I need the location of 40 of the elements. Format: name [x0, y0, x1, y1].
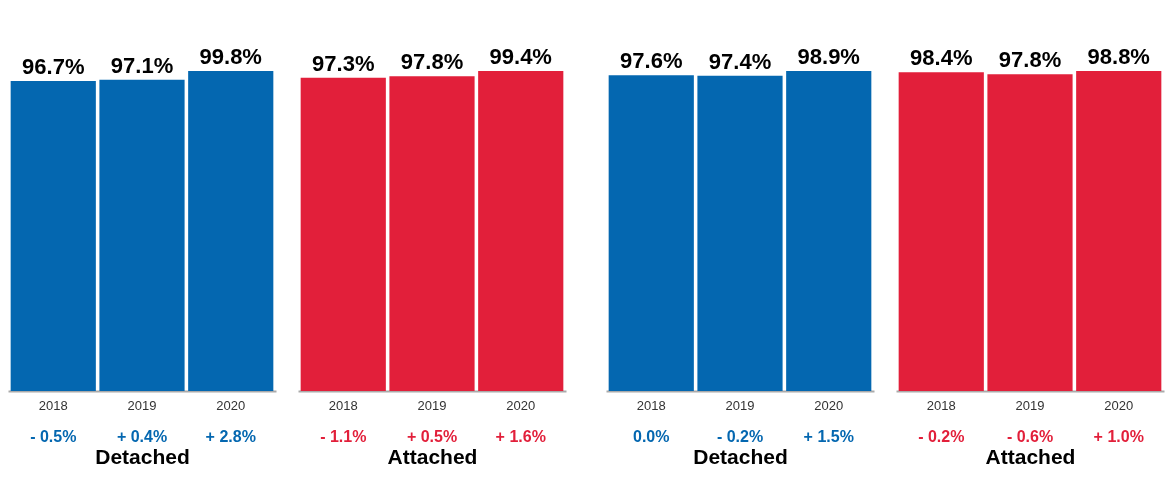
- x-axis-title: Attached: [387, 444, 478, 468]
- x-axis-title: Detached: [693, 444, 788, 468]
- x-tick-label: 2018: [636, 397, 666, 413]
- x-tick-label: 2018: [328, 397, 358, 413]
- text: - 0.2%: [918, 428, 965, 445]
- text: + 0.4%: [116, 428, 168, 445]
- x-axis-title: Detached: [95, 444, 190, 468]
- text: + 1.5%: [803, 428, 854, 445]
- data-label: 96.7%: [22, 53, 85, 79]
- x-tick-label: 2020: [1104, 397, 1134, 413]
- x-tick-label: 2018: [38, 397, 68, 413]
- text: + 1.6%: [495, 428, 546, 445]
- data-label: 97.1%: [110, 52, 174, 78]
- x-tick-label: 2020: [506, 397, 536, 413]
- x-tick-label: 2019: [417, 397, 447, 413]
- text: + 0.5%: [406, 428, 458, 445]
- x-tick-label: 2019: [127, 397, 157, 413]
- x-tick-label: 2020: [814, 397, 844, 413]
- text: + 1.0%: [1093, 428, 1144, 445]
- x-tick-label: 2018: [926, 397, 956, 413]
- data-label: 97.4%: [708, 48, 772, 74]
- text: - 0.6%: [1006, 428, 1054, 445]
- data-label: 97.8%: [998, 47, 1062, 73]
- x-tick-label: 2020: [216, 397, 246, 413]
- text: 0.0%: [633, 428, 670, 445]
- x-tick-label: 2019: [1015, 397, 1045, 413]
- x-axis-title: Attached: [985, 444, 1076, 468]
- text: - 0.2%: [716, 428, 764, 445]
- x-tick-label: 2019: [725, 397, 755, 413]
- data-label: 97.3%: [312, 50, 375, 76]
- data-label: 97.6%: [620, 48, 683, 74]
- data-label: 98.8%: [1087, 44, 1150, 69]
- data-label: 98.9%: [797, 44, 860, 69]
- text: - 0.5%: [30, 428, 77, 445]
- data-label: 99.8%: [199, 44, 262, 69]
- text: - 1.1%: [320, 428, 367, 445]
- data-label: 97.8%: [400, 49, 464, 75]
- text: + 2.8%: [205, 428, 256, 445]
- data-label: 99.4%: [489, 44, 552, 69]
- data-label: 98.4%: [910, 45, 973, 71]
